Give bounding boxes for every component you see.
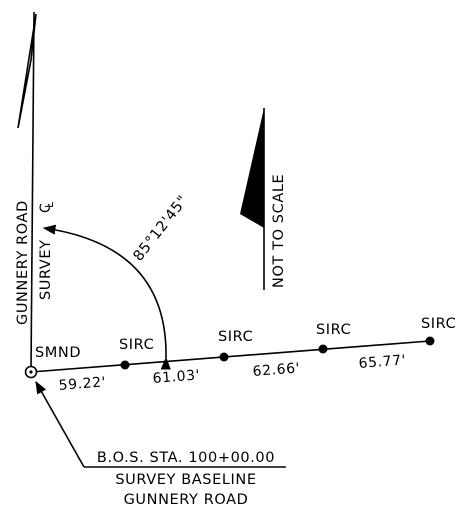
north-arrow-icon	[240, 108, 264, 228]
smnd-center-dot	[29, 370, 33, 374]
sirc-label: SIRC	[119, 337, 154, 353]
sirc-monument-icon	[120, 360, 130, 370]
centerline-flag-icon	[17, 13, 37, 129]
callout-leader	[35, 380, 85, 468]
segment-distance: 59.22'	[58, 374, 107, 394]
centerline-symbol-icon: C L	[38, 201, 56, 213]
segment-distance: 62.66'	[252, 360, 301, 380]
not-to-scale-note: NOT TO SCALE	[271, 174, 287, 288]
smnd-label: SMND	[35, 345, 81, 361]
svg-text:L: L	[43, 201, 56, 208]
survey-centerline	[30, 11, 35, 371]
segment-distance: 65.77'	[358, 352, 407, 372]
callout-road-label: GUNNERY ROAD	[124, 492, 249, 508]
sirc-label: SIRC	[316, 322, 351, 338]
sirc-monument-icon	[219, 352, 229, 362]
angle-arc	[42, 224, 171, 370]
survey-baseline	[30, 340, 431, 373]
bos-station-label: B.O.S. STA. 100+00.00	[97, 450, 275, 466]
survey-baseline-label: SURVEY BASELINE	[115, 472, 256, 488]
sirc-monument-icon	[318, 344, 328, 354]
svg-text:C: C	[38, 203, 54, 213]
segment-distance: 61.03'	[152, 367, 201, 387]
sirc-label: SIRC	[421, 316, 456, 332]
road-name-label: GUNNERY ROAD	[15, 200, 31, 325]
sirc-label: SIRC	[218, 329, 253, 345]
sirc-monument-icon	[425, 336, 435, 346]
survey-cl-label: SURVEY	[38, 239, 54, 300]
angle-label: 85°12'45"	[131, 193, 192, 265]
